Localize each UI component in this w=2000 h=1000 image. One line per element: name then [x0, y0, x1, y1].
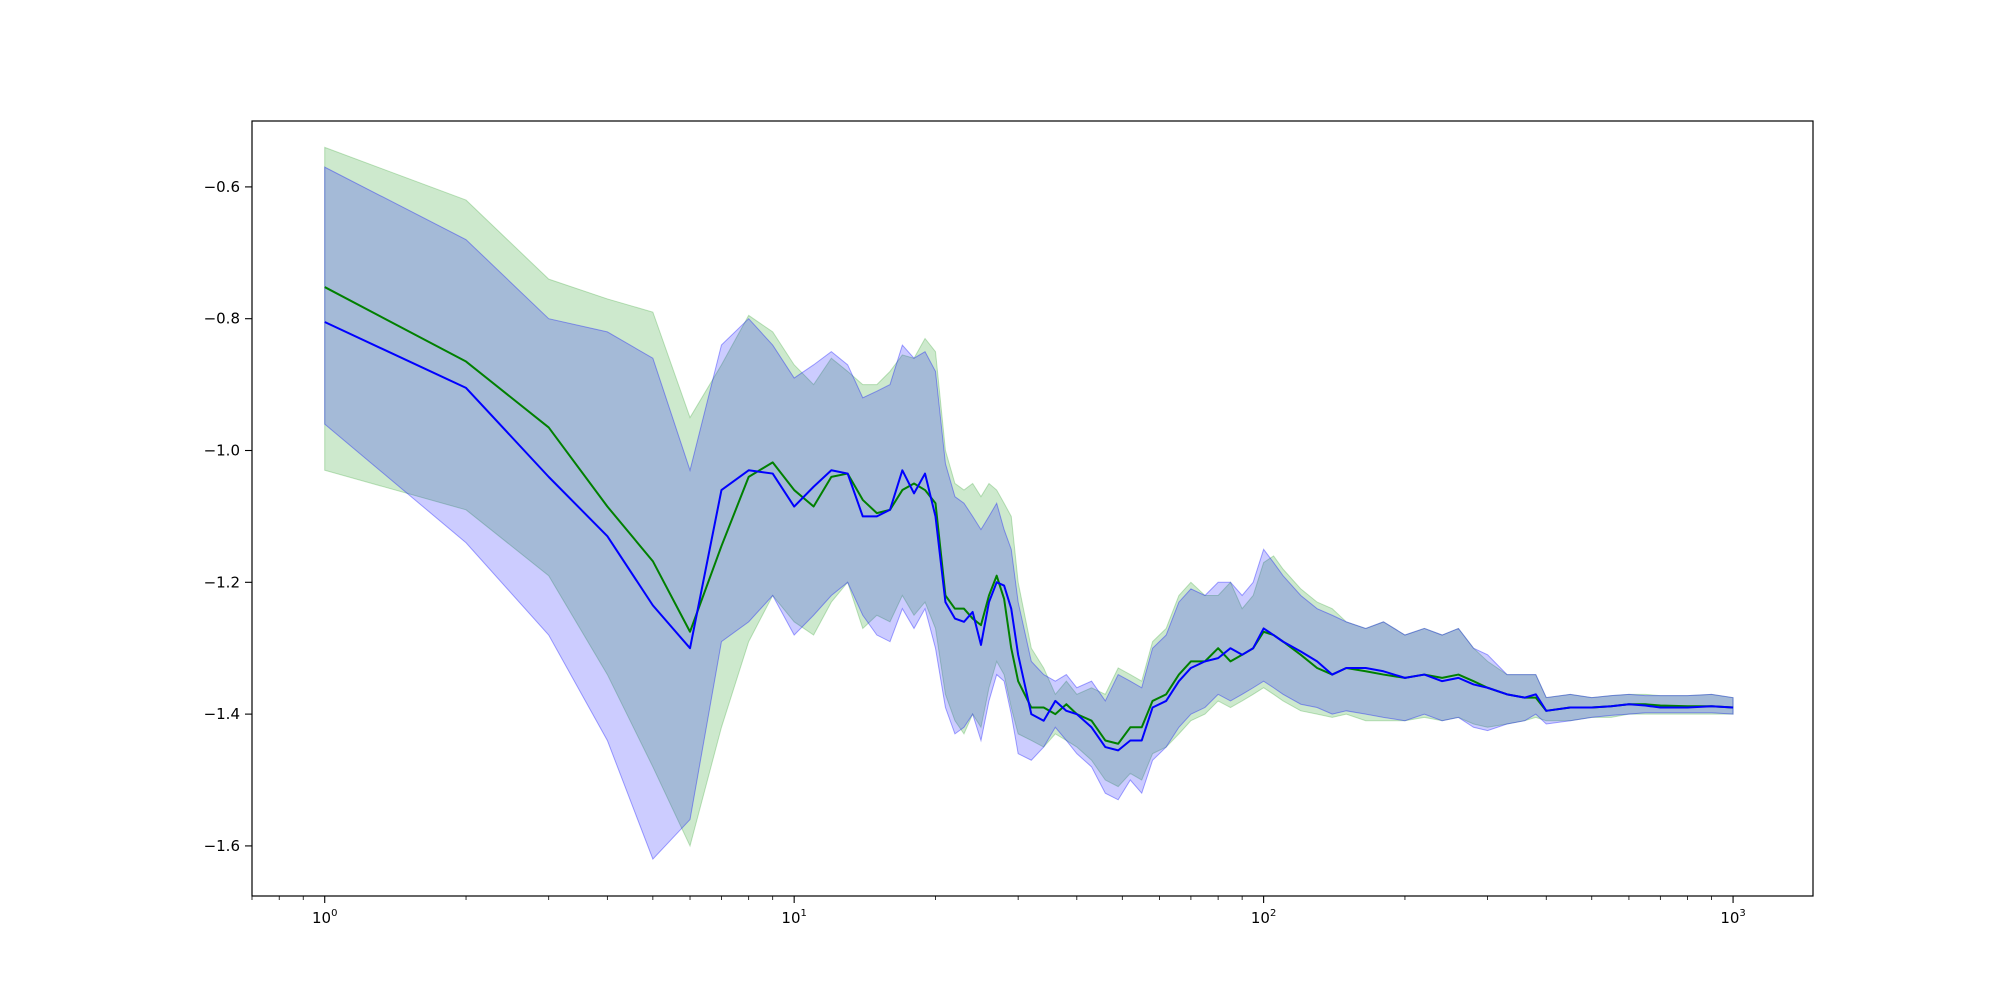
plot-frame [251, 120, 1814, 897]
x-tick-label: 101 [781, 908, 806, 927]
y-tick-label: −0.6 [204, 178, 240, 196]
x-tick-label: 103 [1720, 908, 1745, 927]
series-1-line [324, 321, 1734, 752]
mean-lines [324, 286, 1734, 752]
y-tick-label: −1.6 [204, 837, 240, 855]
y-axis: −0.6 −0.8 −1.0 −1.2 −1.4 −1.6 [204, 178, 252, 855]
y-tick-label: −1.0 [204, 442, 240, 460]
x-tick-label: 102 [1251, 908, 1276, 927]
series-1-band [324, 166, 1734, 861]
x-axis: 100 101 102 103 [251, 896, 1746, 927]
y-tick-label: −0.8 [204, 310, 240, 328]
y-tick-label: −1.4 [204, 705, 240, 723]
y-tick-label: −1.2 [204, 573, 240, 591]
x-tick-label: 100 [312, 908, 337, 927]
